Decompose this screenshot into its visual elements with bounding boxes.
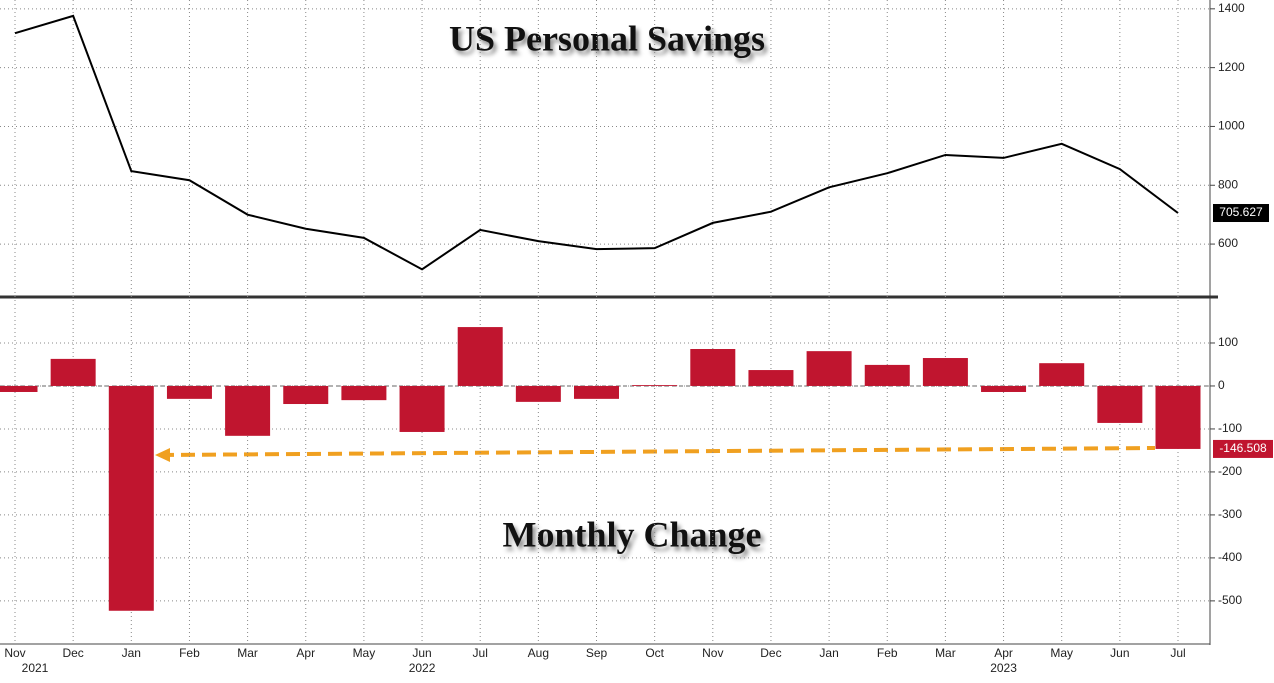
arrow-head: [155, 448, 170, 462]
x-tick-label: Jan: [122, 646, 141, 660]
y-tick-label: 1200: [1218, 60, 1245, 74]
x-tick-label: Feb: [179, 646, 200, 660]
x-tick-label: Apr: [994, 646, 1013, 660]
last-value-label: 705.627: [1219, 205, 1263, 219]
x-tick-label: Aug: [528, 646, 549, 660]
line-series: [14, 14, 1179, 271]
y-tick-label: -400: [1218, 550, 1242, 564]
x-tick-label: May: [353, 646, 376, 660]
x-tick-label: Jul: [1170, 646, 1185, 660]
x-tick-label: Mar: [237, 646, 258, 660]
bar: [108, 385, 154, 611]
bar: [1097, 385, 1143, 423]
y-tick-label: -500: [1218, 593, 1242, 607]
y-tick-label: -100: [1218, 421, 1242, 435]
bar: [806, 351, 852, 386]
bar: [225, 385, 271, 436]
bar: [0, 385, 38, 392]
bar: [574, 385, 619, 399]
x-tick-label: Jul: [473, 646, 488, 660]
bar: [632, 385, 678, 386]
bar: [457, 327, 503, 386]
bar: [690, 349, 736, 386]
last-value-tag: [1213, 204, 1269, 223]
last-value-tag: [1213, 439, 1273, 458]
y-tick-label: 0: [1218, 378, 1225, 392]
bar: [864, 364, 910, 386]
last-value-label: -146.508: [1219, 441, 1267, 455]
x-tick-label: Jan: [819, 646, 838, 660]
x-tick-label: May: [1050, 646, 1073, 660]
chart-title: US Personal Savings: [449, 18, 765, 58]
y-tick-label: 100: [1218, 335, 1238, 349]
x-tick-label: Feb: [877, 646, 898, 660]
y-tick-label: 1400: [1218, 1, 1245, 15]
bar: [399, 385, 445, 432]
x-tick-label: Nov: [702, 646, 723, 660]
annotation-arrow: [159, 446, 1156, 457]
bar: [50, 358, 96, 386]
bar: [166, 385, 212, 399]
panel-title: Monthly Change: [502, 514, 761, 554]
x-year-label: 2022: [409, 661, 436, 675]
bar: [283, 385, 329, 405]
y-tick-label: 600: [1218, 236, 1238, 250]
x-tick-label: Apr: [296, 646, 315, 660]
x-tick-label: Oct: [645, 646, 664, 660]
y-tick-label: -300: [1218, 507, 1242, 521]
x-tick-label: Sep: [586, 646, 608, 660]
bar: [1039, 363, 1085, 386]
x-tick-label: Mar: [935, 646, 956, 660]
x-tick-label: Nov: [4, 646, 25, 660]
bar: [748, 370, 794, 386]
x-tick-label: Dec: [760, 646, 781, 660]
y-tick-label: 1000: [1218, 119, 1245, 133]
x-year-label: 2021: [22, 661, 49, 675]
x-tick-label: Dec: [62, 646, 83, 660]
x-tick-label: Jun: [412, 646, 431, 660]
y-tick-label: 800: [1218, 177, 1238, 191]
x-tick-label: Jun: [1110, 646, 1129, 660]
bar: [515, 385, 561, 402]
bar: [341, 385, 387, 401]
y-tick-label: -200: [1218, 464, 1242, 478]
x-year-label: 2023: [990, 661, 1017, 675]
bar: [1155, 385, 1201, 449]
bar: [981, 385, 1027, 392]
bar: [922, 358, 968, 386]
